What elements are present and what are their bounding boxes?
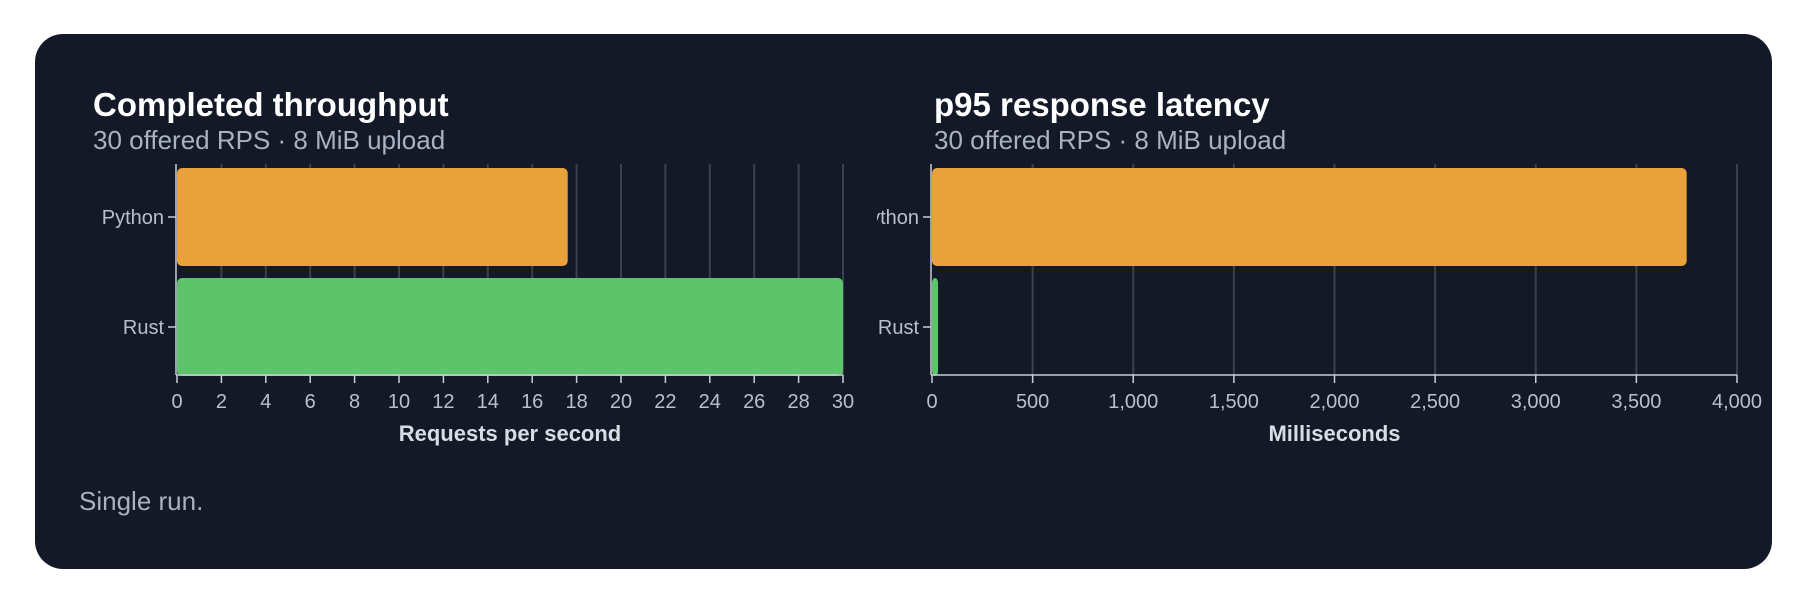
x-tick-label: 500 <box>1016 391 1049 413</box>
bar-rust <box>177 278 843 376</box>
chart-title: p95 response latency <box>934 86 1270 123</box>
x-tick-label: 2,500 <box>1410 391 1460 413</box>
x-axis-title: Milliseconds <box>1268 421 1400 446</box>
chart-subtitle: 30 offered RPS · 8 MiB upload <box>934 125 1287 155</box>
x-tick-label: 12 <box>432 391 454 413</box>
bar-python <box>932 168 1687 266</box>
x-tick-label: 0 <box>926 391 937 413</box>
x-tick-label: 18 <box>565 391 587 413</box>
y-tick-label-rust: Rust <box>123 317 165 339</box>
x-tick-label: 8 <box>349 391 360 413</box>
bars <box>177 168 843 376</box>
chart-subtitle: 30 offered RPS · 8 MiB upload <box>93 125 446 155</box>
x-tick-label: 1,000 <box>1108 391 1158 413</box>
chart-title: Completed throughput <box>93 86 449 123</box>
x-tick-label: 3,500 <box>1611 391 1661 413</box>
chart-card: Completed throughput 30 offered RPS · 8 … <box>35 34 1772 569</box>
x-tick-label: 24 <box>699 391 721 413</box>
x-tick-label: 6 <box>305 391 316 413</box>
x-tick-label: 3,000 <box>1511 391 1561 413</box>
y-tick-label-python: Python <box>102 207 164 229</box>
x-tick-label: 1,500 <box>1209 391 1259 413</box>
x-tick-label: 4,000 <box>1712 391 1762 413</box>
throughput-chart: Completed throughput 30 offered RPS · 8 … <box>35 34 877 464</box>
x-tick-label: 4 <box>260 391 271 413</box>
x-tick-label: 14 <box>477 391 499 413</box>
x-tick-label: 2 <box>216 391 227 413</box>
x-tick-label: 28 <box>787 391 809 413</box>
bars <box>932 168 1687 376</box>
bar-rust <box>932 278 939 376</box>
latency-plot: Python Rust 0 500 1,000 1,500 2,000 2,500 3,000 3… <box>877 164 1762 446</box>
x-tick-label: 26 <box>743 391 765 413</box>
x-tick-label: 0 <box>171 391 182 413</box>
x-tick-label: 30 <box>832 391 854 413</box>
y-tick-label-python: Python <box>877 207 919 229</box>
x-axis-title: Requests per second <box>399 421 622 446</box>
x-tick-label: 22 <box>654 391 676 413</box>
x-tick-label: 10 <box>388 391 410 413</box>
latency-chart: p95 response latency 30 offered RPS · 8 … <box>877 34 1772 464</box>
y-tick-label-rust: Rust <box>878 317 920 339</box>
x-tick-label: 20 <box>610 391 632 413</box>
x-tick-label: 16 <box>521 391 543 413</box>
bar-python <box>177 168 568 266</box>
x-tick-label: 2,000 <box>1309 391 1359 413</box>
footnote: Single run. <box>79 486 204 516</box>
